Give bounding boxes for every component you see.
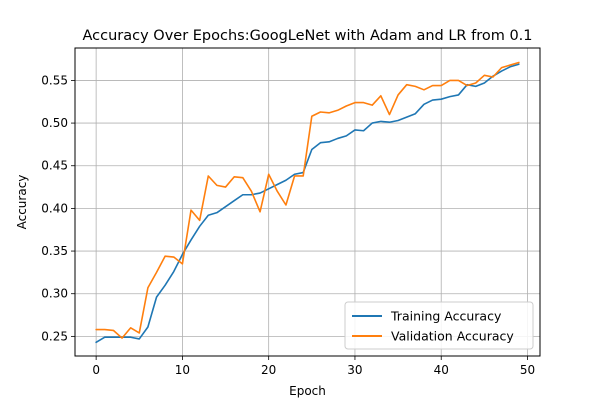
legend-box [344,301,534,350]
x-tick-label: 50 [520,363,535,377]
training-accuracy-line [95,63,520,344]
legend-label-validation: Validation Accuracy [391,329,514,344]
y-axis-label: Accuracy [15,175,29,230]
plot-area-frame [74,47,541,357]
series-layer [95,61,520,344]
x-tick-label: 0 [92,363,100,377]
chart-title: Accuracy Over Epochs:GoogLeNet with Adam… [82,28,532,44]
x-tick-label: 20 [261,363,276,377]
y-tick-label: 0.25 [41,329,68,343]
legend-label-training: Training Accuracy [390,309,502,324]
x-tick-label: 30 [347,363,362,377]
y-tick-label: 0.40 [41,201,68,215]
x-tick-label: 40 [434,363,449,377]
validation-accuracy-line [95,61,520,339]
x-tick-label: 10 [175,363,190,377]
y-tick-label: 0.55 [41,73,68,87]
grid-layer [75,48,540,356]
y-tick-label: 0.50 [41,116,68,130]
y-tick-label: 0.30 [41,287,68,301]
x-axis-label: Epoch [289,384,326,398]
tick-layer: 0 10 20 30 40 50 0.25 0.30 0.35 0.40 0.45 0.50 0.55 [41,73,535,377]
y-tick-label: 0.45 [41,159,68,173]
y-tick-label: 0.35 [41,244,68,258]
legend: Training Accuracy Validation Accuracy [344,301,534,350]
